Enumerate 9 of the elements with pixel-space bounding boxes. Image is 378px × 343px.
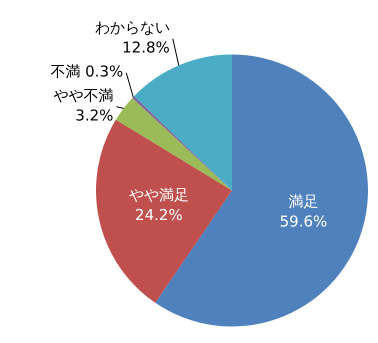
slice-label: 不満 0.3% xyxy=(50,62,124,81)
slice-label: やや満足 xyxy=(128,186,189,204)
slice-label: わからない xyxy=(94,18,170,37)
slice-label: 満足 xyxy=(288,192,318,210)
data-label: 3.2% xyxy=(75,106,114,125)
data-label: 59.6% xyxy=(280,212,328,230)
slice-label: やや不満 xyxy=(53,86,114,105)
data-label: 12.8% xyxy=(122,38,170,57)
data-label: 24.2% xyxy=(135,206,183,224)
